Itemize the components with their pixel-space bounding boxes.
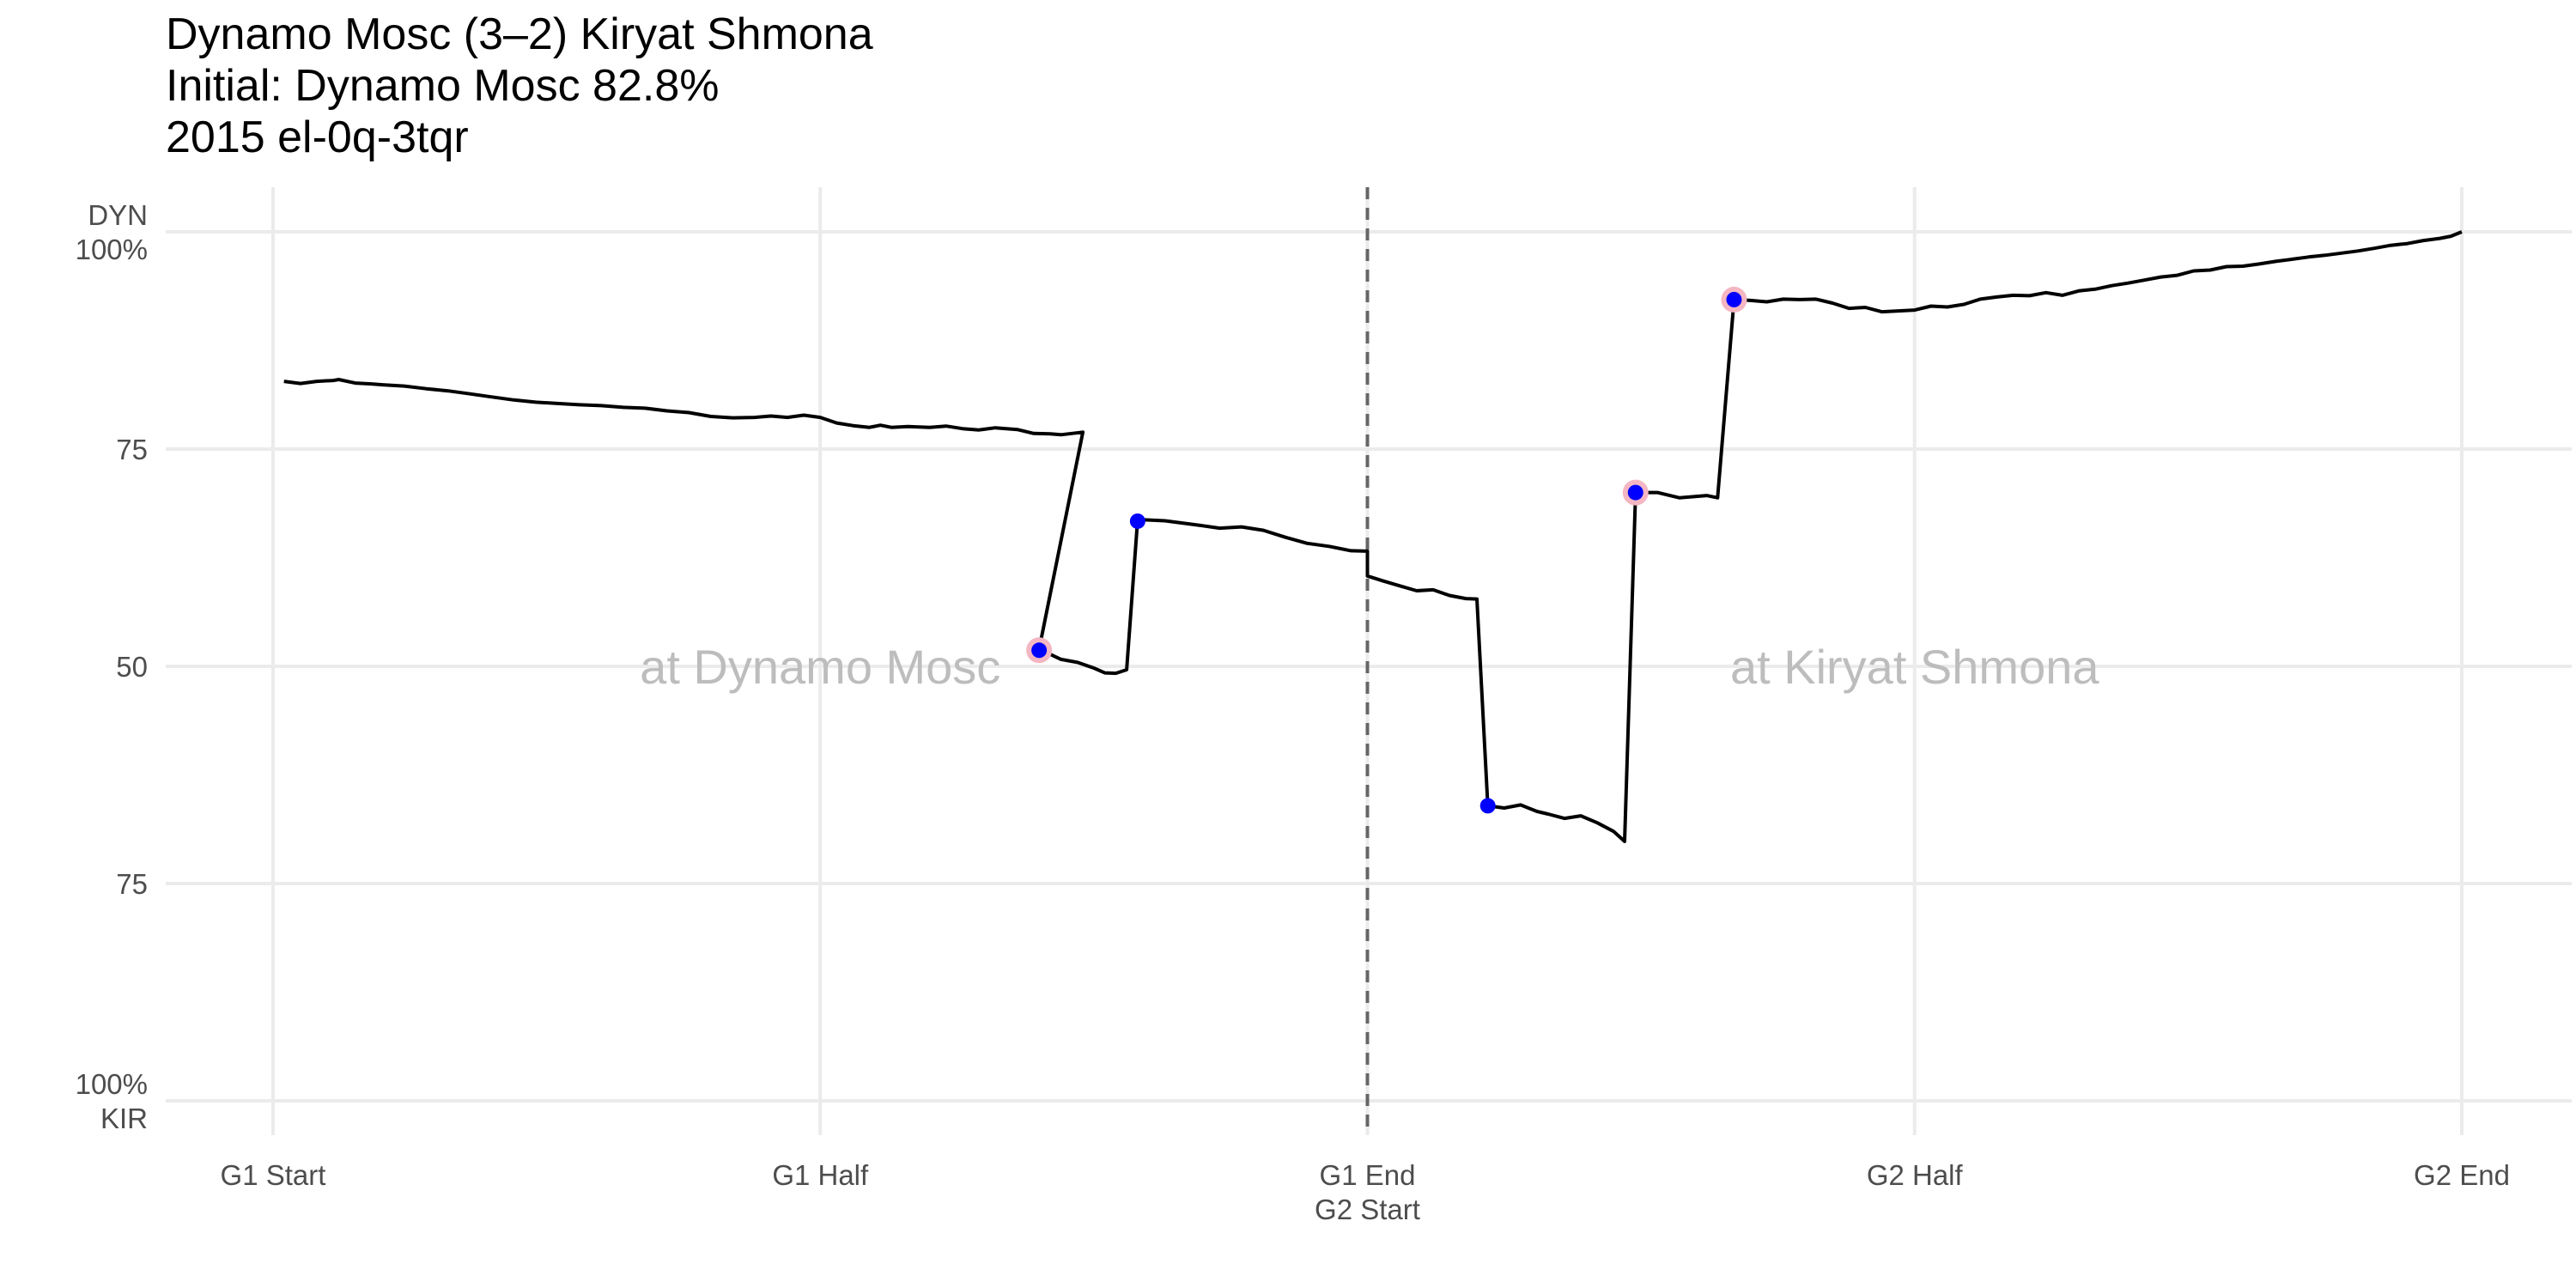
chart-subtitle-id: 2015 el-0q-3tqr: [166, 112, 469, 162]
venue-labels: at Dynamo Mosc at Kiryat Shmona: [640, 640, 2099, 694]
x-tick-label-1-0: G1 Half: [772, 1159, 869, 1191]
chart-subtitle-initial: Initial: Dynamo Mosc 82.8%: [166, 61, 720, 111]
x-tick-label-4-0: G2 End: [2414, 1159, 2510, 1191]
series-line: [283, 230, 2463, 843]
y-tick-label-4-0: 100%: [76, 1068, 148, 1100]
y-tick-label-1-0: 75: [116, 434, 148, 465]
chart-title-block: Dynamo Mosc (3–2) Kiryat Shmona Initial:…: [166, 9, 873, 163]
goal-markers: [1026, 286, 1747, 814]
venue-annotation-0: at Dynamo Mosc: [640, 640, 1000, 694]
goal-marker-1: [1129, 513, 1145, 529]
y-tick-label-3-0: 75: [116, 868, 148, 900]
series-path-0: [283, 230, 2463, 843]
x-tick-label-3-0: G2 Half: [1867, 1159, 1964, 1191]
y-tick-label-4-1: KIR: [100, 1103, 148, 1134]
goal-marker-4: [1726, 291, 1742, 307]
x-tick-label-0-0: G1 Start: [221, 1159, 326, 1191]
x-tick-label-2-1: G2 Start: [1315, 1194, 1420, 1225]
venue-annotation-1: at Kiryat Shmona: [1730, 640, 2099, 694]
x-tick-label-2-0: G1 End: [1320, 1159, 1416, 1191]
goal-marker-2: [1479, 798, 1496, 814]
chart-title: Dynamo Mosc (3–2) Kiryat Shmona: [166, 9, 873, 59]
goal-marker-0: [1031, 642, 1048, 659]
y-tick-label-2-0: 50: [116, 651, 148, 683]
y-tick-label-0-1: 100%: [76, 234, 148, 265]
goal-marker-3: [1627, 484, 1643, 501]
y-tick-label-0-0: DYN: [88, 199, 148, 231]
